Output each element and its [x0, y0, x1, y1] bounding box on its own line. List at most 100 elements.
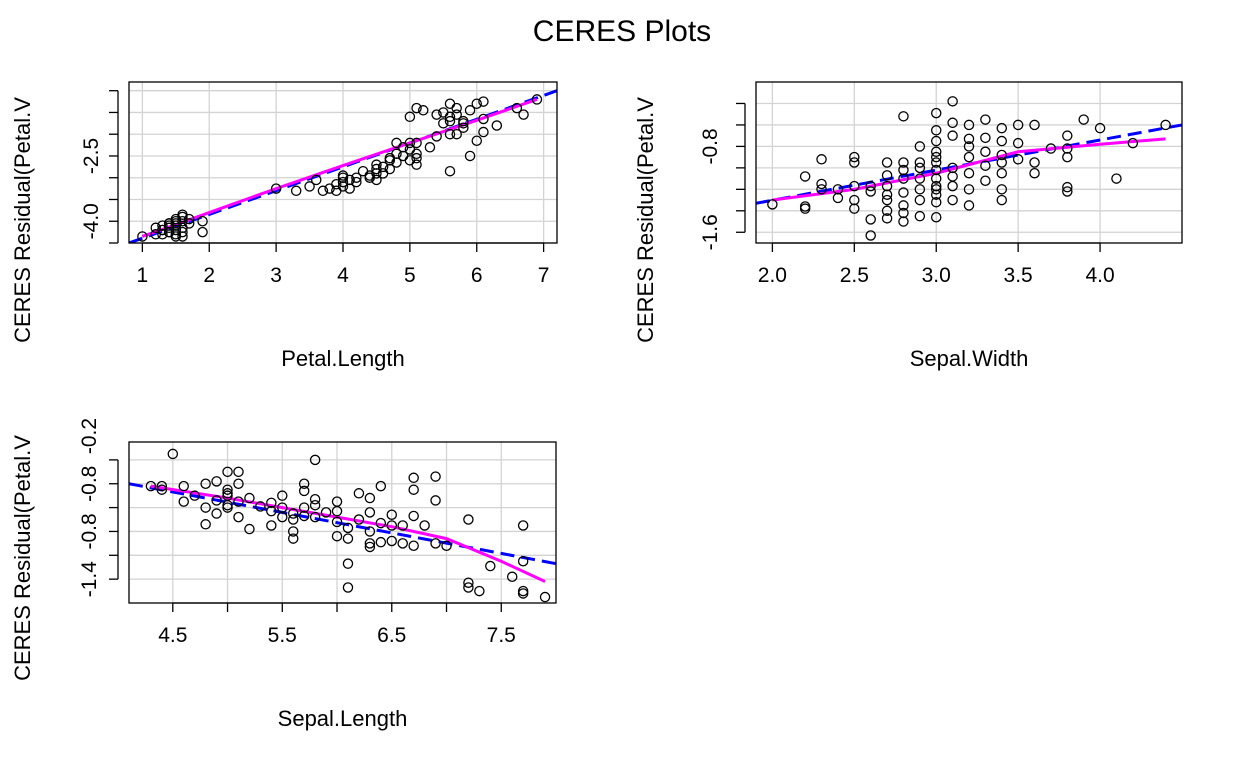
data-point — [930, 125, 942, 136]
data-point — [451, 109, 462, 120]
data-point — [1029, 167, 1040, 179]
data-point — [478, 113, 489, 125]
data-point — [200, 502, 211, 513]
data-point — [463, 582, 474, 593]
data-point — [881, 213, 893, 224]
data-point — [266, 505, 277, 517]
data-point — [431, 109, 442, 120]
data-point — [189, 490, 200, 501]
data-point — [1029, 157, 1040, 168]
plot-box — [755, 81, 1183, 244]
data-point — [996, 149, 1008, 161]
data-point — [384, 152, 396, 164]
data-point — [404, 137, 416, 149]
data-point — [865, 180, 876, 192]
data-point — [431, 131, 442, 142]
data-point — [963, 200, 975, 211]
data-point — [930, 164, 942, 176]
data-point — [222, 488, 233, 499]
data-point — [211, 495, 222, 506]
data-point — [799, 171, 811, 182]
data-point — [881, 170, 893, 181]
data-point — [364, 538, 376, 549]
data-point — [1094, 122, 1106, 134]
data-point — [463, 514, 474, 525]
data-point — [1062, 181, 1073, 193]
data-point — [947, 171, 958, 182]
data-point — [364, 507, 376, 518]
data-point — [914, 184, 926, 195]
data-point — [163, 218, 175, 229]
data-point — [865, 186, 876, 197]
data-point — [444, 165, 456, 177]
y-tick-label: -1.4 — [78, 561, 101, 598]
data-point — [156, 480, 168, 492]
data-point — [287, 514, 299, 525]
data-point — [799, 203, 811, 214]
data-point — [309, 499, 321, 511]
data-point — [397, 538, 408, 549]
data-point — [996, 184, 1008, 195]
x-tick-label: 3.0 — [922, 264, 951, 287]
data-point — [441, 540, 452, 552]
data-point — [539, 591, 551, 603]
data-point — [531, 94, 543, 105]
data-point — [463, 577, 474, 588]
data-point — [351, 176, 362, 188]
data-point — [930, 184, 942, 195]
data-point — [1062, 151, 1073, 163]
y-axis-label: CERES Residual(Petal.V — [633, 97, 658, 343]
data-point — [344, 183, 355, 194]
data-point — [881, 194, 893, 206]
data-point — [377, 161, 389, 173]
data-point — [233, 511, 244, 523]
data-point — [211, 476, 222, 487]
data-point — [287, 508, 299, 519]
data-point — [767, 199, 778, 210]
data-point — [996, 167, 1008, 179]
data-point — [444, 111, 456, 123]
data-point — [298, 478, 310, 489]
data-point — [309, 454, 321, 466]
data-point — [353, 488, 365, 499]
data-point — [898, 200, 909, 211]
data-point — [491, 120, 503, 131]
data-point — [898, 111, 909, 122]
data-point — [914, 157, 926, 168]
data-point — [849, 180, 860, 192]
data-point — [411, 148, 422, 160]
data-point — [384, 163, 396, 175]
data-point — [1160, 119, 1171, 131]
data-point — [197, 215, 208, 227]
data-point — [458, 122, 469, 133]
data-point — [408, 540, 419, 552]
x-tick-label: 6 — [471, 264, 483, 287]
data-point — [816, 178, 827, 190]
data-point — [391, 157, 402, 168]
data-point — [331, 516, 343, 528]
data-point — [364, 541, 376, 553]
data-point — [419, 520, 430, 531]
data-point — [178, 480, 189, 492]
data-point — [430, 495, 441, 506]
y-tick-label: -1.6 — [699, 214, 722, 250]
data-point — [411, 152, 422, 164]
data-point — [1062, 143, 1073, 154]
x-tick-label: 2 — [203, 264, 215, 287]
data-point — [375, 517, 387, 529]
data-point — [485, 560, 496, 572]
x-tick-label: 7.5 — [487, 624, 516, 647]
data-point — [287, 526, 299, 537]
data-point — [1078, 114, 1089, 125]
data-point — [197, 226, 208, 238]
data-point — [471, 135, 482, 146]
data-point — [881, 157, 893, 168]
data-point — [331, 530, 343, 542]
x-tick-label: 7 — [538, 264, 550, 287]
data-point — [963, 141, 975, 152]
data-point — [980, 132, 991, 144]
data-point — [1111, 173, 1122, 184]
data-point — [417, 105, 429, 116]
data-point — [177, 209, 188, 220]
data-point — [411, 102, 422, 114]
